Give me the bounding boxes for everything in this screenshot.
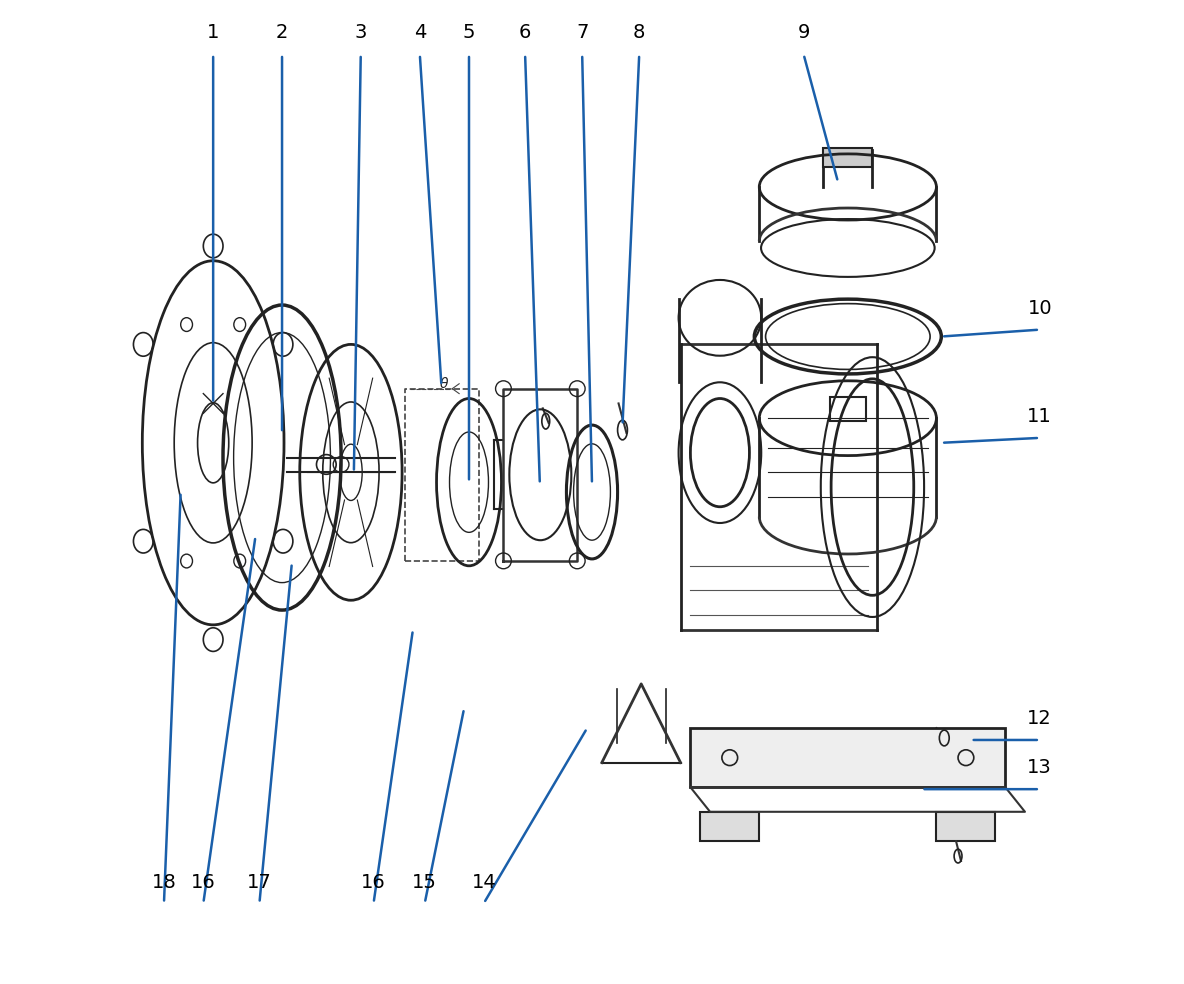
Bar	[690, 728, 1005, 787]
Text: $\theta$: $\theta$	[439, 376, 450, 392]
Text: 17: 17	[247, 873, 272, 892]
Text: 14: 14	[471, 873, 496, 892]
Bar	[937, 812, 996, 841]
Text: 3: 3	[354, 24, 367, 42]
Text: 6: 6	[519, 24, 532, 42]
Text: 18: 18	[152, 873, 176, 892]
Text: 16: 16	[191, 873, 215, 892]
Text: 4: 4	[413, 24, 426, 42]
Text: 8: 8	[633, 24, 645, 42]
Text: 10: 10	[1028, 299, 1053, 318]
Bar	[700, 812, 759, 841]
Text: 11: 11	[1028, 407, 1053, 426]
Text: 2: 2	[276, 24, 288, 42]
Text: 9: 9	[797, 24, 810, 42]
Text: 5: 5	[463, 24, 475, 42]
Text: 15: 15	[412, 873, 437, 892]
Text: 12: 12	[1028, 709, 1053, 728]
Text: 13: 13	[1028, 759, 1053, 777]
Text: 16: 16	[361, 873, 386, 892]
Text: 7: 7	[575, 24, 588, 42]
Text: 1: 1	[207, 24, 219, 42]
Bar	[823, 148, 873, 167]
Bar	[830, 397, 866, 421]
